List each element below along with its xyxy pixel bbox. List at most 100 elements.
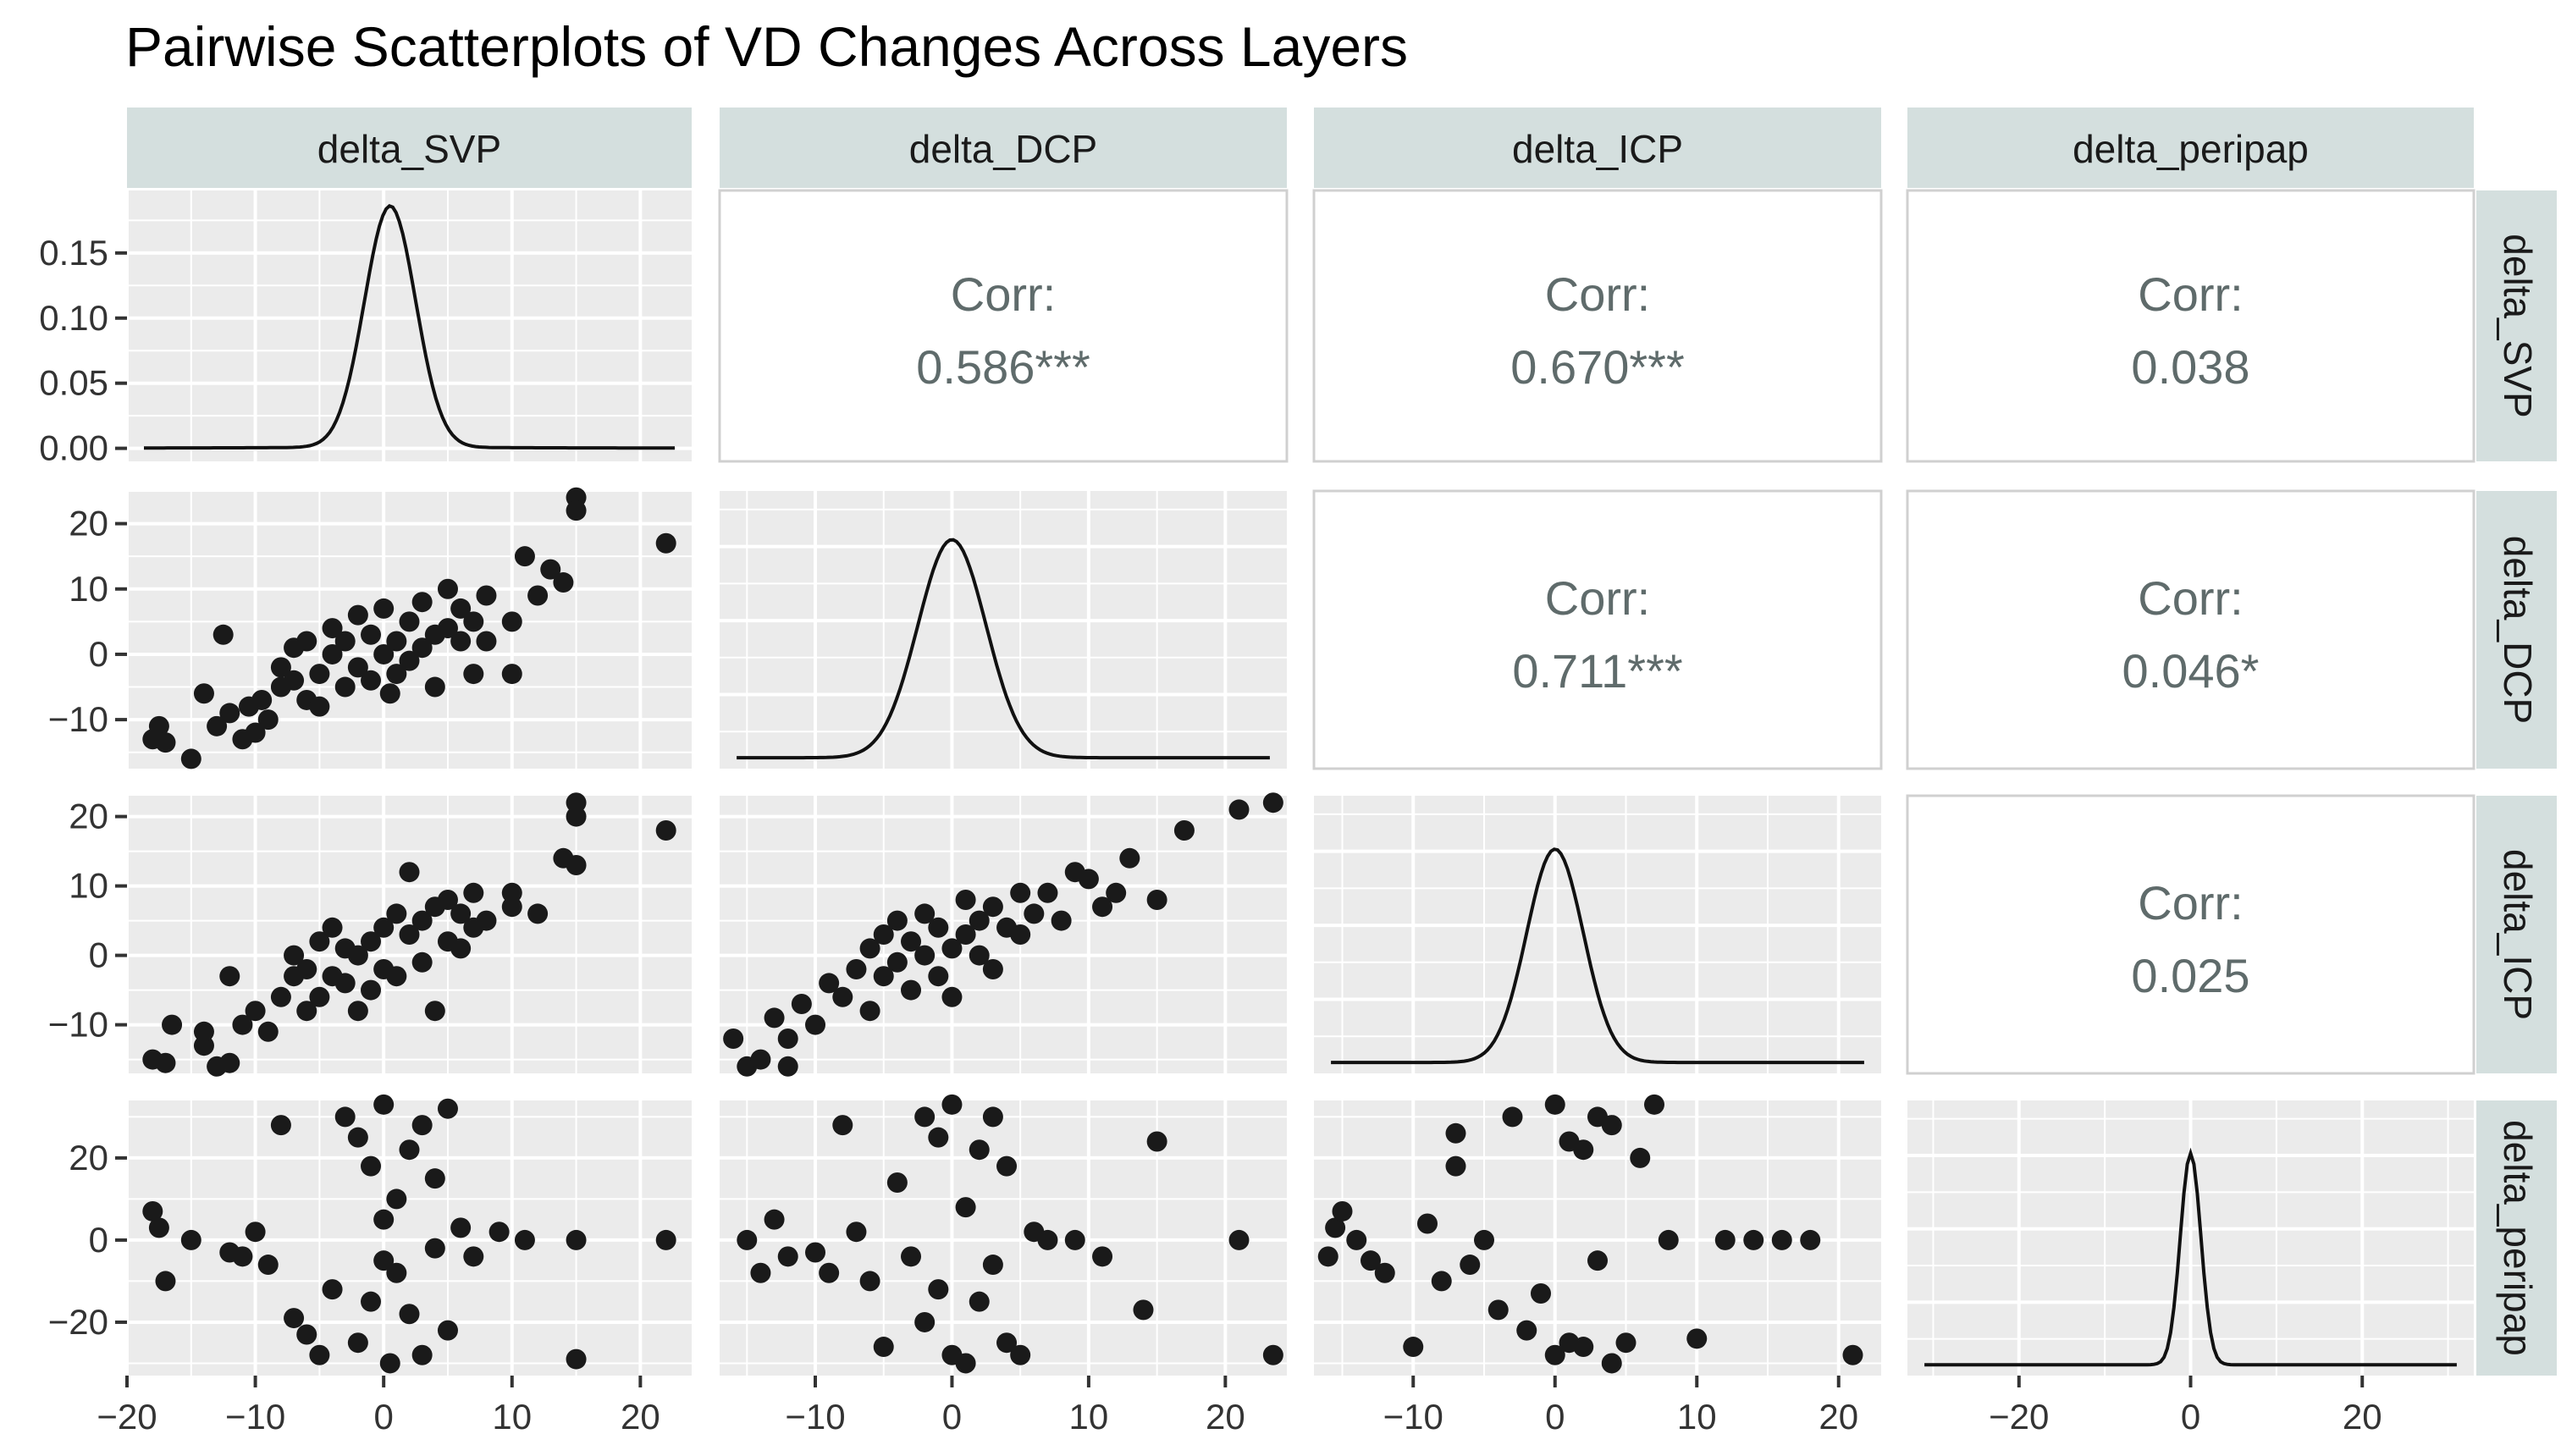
corr-value: 0.670***	[1510, 340, 1685, 394]
scatter-point	[928, 966, 949, 987]
scatter-point	[1573, 1139, 1594, 1161]
scatter-point	[463, 664, 484, 685]
scatter-point	[1502, 1106, 1523, 1128]
scatter-point	[566, 1348, 587, 1370]
scatter-point	[155, 1271, 176, 1292]
corr-label: Corr:	[951, 267, 1056, 321]
row-strip-delta_peripap	[2476, 1100, 2557, 1376]
y-tick-label: 0	[89, 935, 108, 975]
x-tick-label: 20	[2343, 1397, 2382, 1437]
scatter-point	[361, 1291, 382, 1312]
scatter-point	[941, 986, 963, 1007]
row-strip-label-delta_DCP: delta_DCP	[2496, 536, 2540, 724]
scatter-point	[270, 657, 291, 678]
x-tick-label: 0	[374, 1397, 394, 1437]
scatter-point	[450, 938, 472, 959]
x-tick-label: −20	[1989, 1397, 2049, 1437]
scatter-point	[914, 1311, 936, 1332]
scatter-point	[928, 917, 949, 938]
x-tick-label: 10	[492, 1397, 532, 1437]
scatter-point	[655, 1229, 676, 1250]
corr-panel-0-2	[1312, 189, 1883, 463]
scatter-point	[386, 966, 407, 987]
x-tick-label: 10	[1069, 1397, 1109, 1437]
scatter-point	[347, 945, 368, 966]
scatter-point	[886, 910, 908, 931]
y-tick-label: 0	[89, 634, 108, 674]
scatter-point	[1146, 1131, 1167, 1152]
scatter-point	[846, 959, 867, 979]
scatter-point	[347, 604, 368, 626]
col-strip-label-delta_DCP: delta_DCP	[909, 127, 1097, 171]
scatter-point	[969, 945, 990, 966]
scatter-point	[540, 559, 561, 580]
scatter-point	[777, 1246, 798, 1267]
scatter-point	[1092, 1246, 1113, 1267]
y-tick-label: 0.00	[39, 428, 108, 468]
scatter-point	[1010, 882, 1031, 903]
scatter-point	[411, 910, 433, 931]
scatter-point	[296, 1324, 317, 1345]
scatter-point	[1658, 1229, 1679, 1250]
scatter-point	[1010, 1344, 1031, 1365]
scatter-point	[296, 959, 317, 979]
scatter-point	[411, 951, 433, 973]
scatter-point	[941, 1094, 963, 1115]
scatter-point	[1460, 1255, 1481, 1276]
scatter-point	[832, 986, 853, 1007]
scatter-point	[501, 611, 522, 632]
scatter-point	[450, 598, 472, 619]
x-tick-label: 20	[621, 1397, 660, 1437]
x-tick-label: 10	[1677, 1397, 1717, 1437]
scatter-point	[1644, 1094, 1664, 1115]
density-curve-delta_ICP	[1331, 847, 1864, 1065]
density-curve-delta_SVP	[144, 203, 675, 450]
scatter-point	[437, 618, 458, 639]
row-strip-delta_DCP	[2476, 491, 2557, 769]
scatter-point	[386, 664, 407, 685]
scatter-point	[1374, 1262, 1395, 1283]
scatter-point	[969, 910, 990, 931]
scatter-point	[928, 1127, 949, 1148]
scatter-point	[284, 670, 305, 691]
scatter-point	[361, 1155, 382, 1177]
scatter-point	[777, 1029, 798, 1049]
row-strip-label-delta_ICP: delta_ICP	[2496, 849, 2540, 1020]
scatter-point	[219, 703, 240, 724]
y-tick-label: 20	[69, 1138, 108, 1177]
scatter-point	[777, 1056, 798, 1077]
scatter-point	[527, 585, 549, 606]
scatter-point	[859, 938, 880, 959]
scatter-point	[1601, 1353, 1622, 1374]
chart-title: Pairwise Scatterplots of VD Changes Acro…	[125, 15, 1408, 78]
corr-value: 0.586***	[916, 340, 1090, 394]
col-strip-delta_ICP	[1314, 108, 1881, 188]
x-tick-label: 0	[942, 1397, 962, 1437]
scatter-point	[386, 631, 407, 652]
panel-bg-3-2	[1314, 1100, 1881, 1376]
panel-bg-2-2	[1314, 796, 1881, 1073]
scatter-point	[1686, 1328, 1708, 1349]
scatter-point	[347, 657, 368, 678]
scatter-point	[914, 1106, 936, 1128]
scatter-point	[1842, 1344, 1863, 1365]
scatter-point	[1516, 1320, 1537, 1341]
scatter-point	[334, 631, 356, 652]
scatter-point	[1474, 1229, 1494, 1250]
x-tick-label: −20	[97, 1397, 157, 1437]
scatter-point	[723, 1029, 744, 1049]
scatter-point	[232, 1014, 253, 1035]
y-tick-label: −10	[48, 699, 108, 739]
scatter-point	[257, 1021, 279, 1042]
scatter-point	[819, 973, 840, 994]
scatter-point	[347, 1127, 368, 1148]
y-tick-label: 10	[69, 569, 108, 609]
scatter-point	[361, 670, 382, 691]
scatter-point	[819, 1262, 840, 1283]
scatter-point	[212, 624, 234, 645]
scatter-point	[1445, 1155, 1466, 1177]
scatter-point	[379, 1353, 400, 1374]
scatter-point	[886, 951, 908, 973]
scatter-point	[296, 1001, 317, 1022]
